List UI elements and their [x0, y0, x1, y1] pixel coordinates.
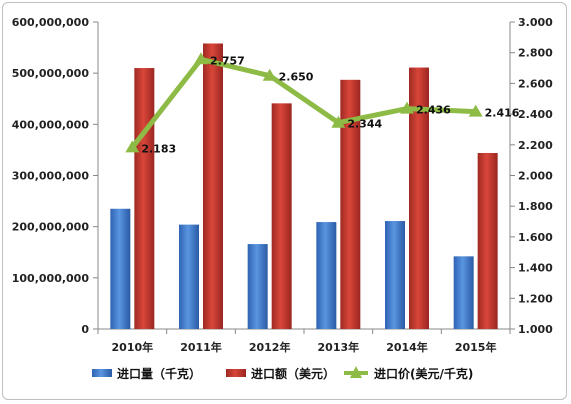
- bar-import-value: [477, 152, 498, 329]
- bar-import-value: [134, 68, 155, 330]
- data-label-price: 2.183: [141, 142, 176, 155]
- line-marker-triangle: [194, 52, 208, 65]
- data-label-price: 2.416: [485, 107, 520, 120]
- legend-label: 进口量（千克）: [117, 366, 201, 381]
- line-import-price: [130, 56, 476, 149]
- right-tick-label: 1.800: [518, 200, 553, 213]
- bar-import-volume: [316, 222, 337, 329]
- left-tick-label: 600,000,000: [12, 16, 90, 29]
- bar-import-value: [203, 43, 223, 330]
- bar-import-value: [271, 103, 292, 329]
- line-marker-triangle: [262, 68, 277, 81]
- bar-import-volume: [110, 208, 131, 329]
- right-tick-label: 2.400: [518, 108, 553, 121]
- x-category-label: 2011年: [180, 340, 222, 354]
- data-label-price: 2.436: [416, 104, 451, 117]
- bar-import-value: [409, 67, 429, 329]
- legend-label: 进口额（美元）: [251, 366, 335, 381]
- left-tick-label: 0: [81, 323, 89, 336]
- line-marker-triangle: [331, 115, 346, 128]
- right-tick-label: 2.600: [518, 77, 553, 90]
- x-category-label: 2012年: [249, 340, 291, 354]
- bar-import-volume: [385, 221, 405, 329]
- left-tick-label: 400,000,000: [12, 118, 90, 131]
- legend-swatch: [92, 369, 112, 377]
- left-tick-label: 500,000,000: [12, 67, 90, 80]
- right-tick-label: 1.400: [518, 262, 553, 275]
- right-tick-label: 3.000: [518, 16, 553, 29]
- right-tick-label: 1.600: [518, 231, 553, 244]
- legend-triangle-icon: [350, 366, 362, 378]
- line-marker-triangle: [468, 104, 483, 117]
- x-category-label: 2014年: [386, 340, 428, 354]
- data-label-price: 2.650: [279, 71, 314, 84]
- left-tick-label: 300,000,000: [12, 170, 90, 183]
- bar-import-volume: [179, 224, 199, 329]
- line-marker-triangle: [125, 140, 140, 153]
- data-label-price: 2.757: [210, 54, 245, 67]
- x-category-label: 2015年: [455, 340, 497, 354]
- bar-import-value: [340, 79, 361, 330]
- left-tick-label: 200,000,000: [12, 221, 90, 234]
- legend-swatch: [226, 369, 246, 377]
- line-marker-triangle: [400, 101, 414, 114]
- x-category-label: 2013年: [318, 340, 360, 354]
- data-label-price: 2.344: [347, 118, 382, 131]
- right-tick-label: 2.000: [518, 170, 553, 183]
- right-tick-label: 2.200: [518, 139, 553, 152]
- right-tick-label: 2.800: [518, 47, 553, 60]
- bar-import-volume: [247, 244, 268, 329]
- legend-label: 进口价(美元/千克): [374, 366, 473, 381]
- bar-import-volume: [453, 256, 474, 329]
- left-tick-label: 100,000,000: [12, 272, 90, 285]
- right-tick-label: 1.000: [518, 323, 553, 336]
- x-category-label: 2010年: [112, 340, 154, 354]
- right-tick-label: 1.200: [518, 292, 553, 305]
